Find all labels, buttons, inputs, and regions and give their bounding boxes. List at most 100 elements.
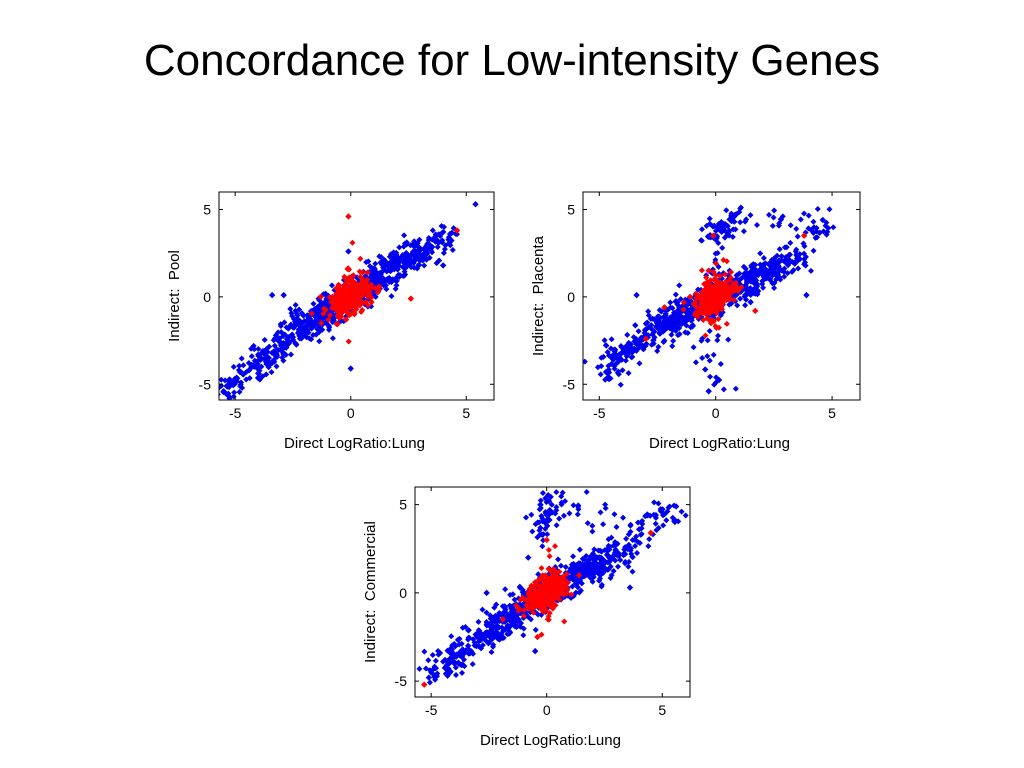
data-point	[336, 315, 343, 322]
data-point	[698, 337, 705, 344]
data-point	[322, 300, 329, 307]
data-point	[611, 346, 618, 353]
data-point	[561, 618, 568, 625]
data-point	[475, 643, 482, 650]
data-point	[796, 251, 803, 258]
data-point	[449, 642, 456, 649]
data-point	[718, 306, 725, 313]
data-point	[545, 546, 552, 553]
data-point	[800, 232, 808, 239]
data-point	[528, 598, 535, 605]
data-point	[670, 337, 677, 344]
data-point	[549, 509, 556, 516]
data-point	[680, 306, 687, 313]
data-point	[672, 291, 679, 298]
data-point	[458, 662, 465, 669]
data-point	[706, 215, 713, 222]
data-point	[612, 557, 619, 564]
y-axis-label: Indirect: Commercial	[362, 521, 379, 663]
data-point	[789, 268, 796, 275]
data-point	[434, 238, 441, 245]
data-point	[542, 508, 549, 515]
data-point	[350, 272, 357, 279]
data-point	[546, 553, 553, 560]
data-point	[706, 307, 713, 314]
data-point	[606, 546, 613, 553]
data-point	[268, 369, 275, 376]
series-red	[308, 213, 461, 345]
data-point	[537, 501, 544, 508]
data-point	[732, 385, 739, 392]
data-point	[618, 344, 625, 351]
data-point	[285, 340, 292, 347]
data-point	[547, 568, 554, 575]
data-point	[537, 589, 544, 596]
data-point	[538, 512, 545, 519]
data-point	[501, 603, 508, 610]
data-point	[602, 505, 609, 512]
data-point	[544, 531, 551, 538]
data-point	[743, 296, 750, 303]
data-point	[771, 255, 778, 262]
data-point	[329, 335, 336, 342]
data-point	[275, 337, 282, 344]
data-point	[801, 210, 808, 217]
data-point	[464, 642, 472, 650]
data-point	[703, 303, 710, 310]
data-point	[713, 281, 720, 288]
data-point	[420, 246, 427, 253]
data-point	[293, 310, 300, 317]
data-point	[557, 587, 564, 594]
data-point	[231, 389, 238, 396]
data-point	[771, 207, 778, 214]
data-point	[237, 381, 244, 388]
data-point	[814, 206, 821, 213]
data-point	[368, 298, 375, 306]
data-point	[287, 305, 294, 312]
data-point	[534, 592, 541, 599]
data-point	[456, 649, 463, 656]
data-point	[743, 216, 750, 223]
scatter-plot-1: -5 0 5 5 0 -5 Direct LogRatio:Lung Indirect: Po…	[166, 191, 495, 452]
data-point	[787, 251, 794, 258]
data-point	[429, 651, 436, 658]
data-point	[575, 572, 583, 579]
data-point	[550, 581, 557, 588]
data-point	[616, 351, 623, 358]
data-point	[365, 284, 372, 291]
data-point	[553, 522, 560, 529]
data-point	[483, 621, 490, 628]
data-point	[446, 237, 453, 244]
data-point	[648, 341, 655, 348]
data-point	[608, 572, 615, 579]
data-point	[273, 363, 280, 370]
data-point	[230, 363, 237, 370]
data-point	[597, 547, 604, 554]
data-point	[364, 269, 371, 276]
data-point	[472, 201, 479, 208]
data-point	[431, 663, 438, 670]
data-point	[380, 278, 387, 285]
data-point	[401, 263, 408, 270]
data-point	[728, 218, 735, 225]
data-point	[468, 648, 475, 655]
data-point	[219, 376, 225, 383]
data-point	[713, 310, 720, 317]
x-tick-label: 5	[462, 405, 470, 421]
data-point	[317, 293, 324, 301]
data-point	[347, 275, 354, 282]
data-point	[569, 565, 576, 572]
data-point	[698, 267, 705, 274]
data-point	[726, 301, 733, 308]
data-point	[469, 661, 476, 668]
data-point	[709, 284, 716, 291]
data-point	[638, 530, 645, 537]
data-point	[753, 222, 760, 229]
data-point	[654, 347, 661, 354]
data-point	[607, 563, 614, 570]
data-point	[682, 512, 689, 519]
data-point	[248, 353, 255, 360]
data-point	[352, 288, 359, 295]
data-point	[416, 665, 423, 672]
series-red	[421, 529, 654, 688]
